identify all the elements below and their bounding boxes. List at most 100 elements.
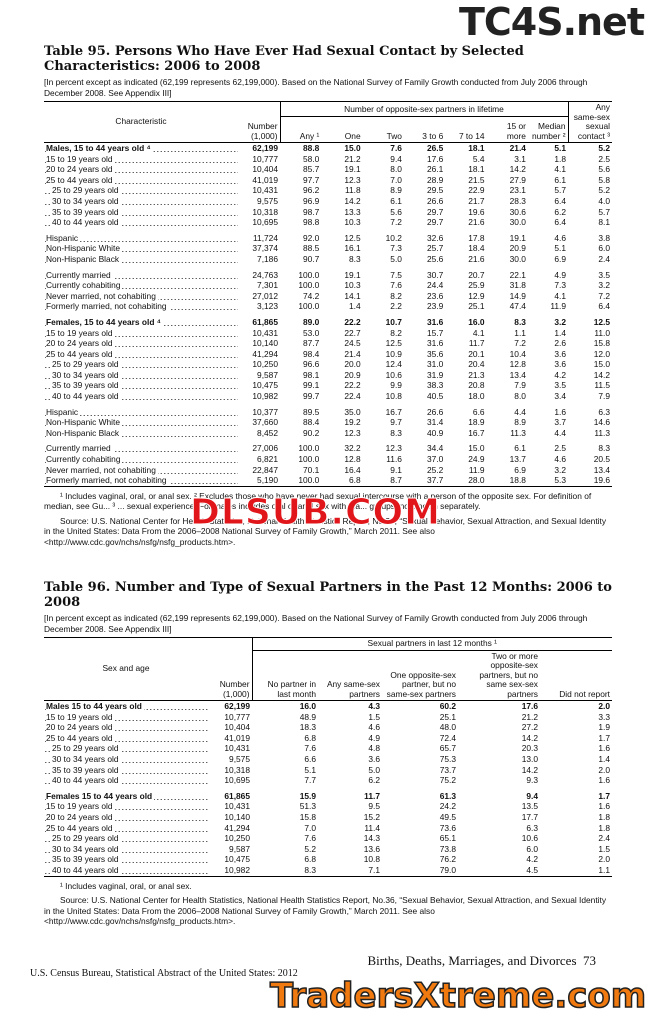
table-cell: 12.0 xyxy=(593,348,610,359)
header-cell: Any same-sex partners xyxy=(326,679,380,699)
row-label-text: 35 to 39 years old xyxy=(52,206,121,217)
row-label: 30 to 34 years old xyxy=(44,753,208,765)
table-cell: 16.0 xyxy=(468,316,485,327)
table-cell: 98.4 xyxy=(303,348,320,359)
table-cell: 2.2 xyxy=(390,301,402,312)
table-cell: 9.7 xyxy=(390,417,402,428)
table-cell: 5.1 xyxy=(554,243,566,254)
table-cell: 10,140 xyxy=(224,811,250,822)
header-cell: 15 or more xyxy=(506,121,526,141)
table-cell: 61,865 xyxy=(224,790,250,801)
table-cell: 9,575 xyxy=(229,753,250,764)
table-cell: 89.5 xyxy=(303,406,320,417)
row-label: 35 to 39 years old xyxy=(44,380,238,392)
row-label: 20 to 24 years old xyxy=(44,164,238,175)
table-cell: 6.2 xyxy=(368,775,380,786)
table-cell: 1.4 xyxy=(554,327,566,338)
table-cell: 10,250 xyxy=(252,359,278,370)
row-label-text: Formerly married, not cohabiting xyxy=(46,475,169,486)
table: Sex and age Number (1,000) Sexual partne… xyxy=(44,637,612,877)
table-cell: 16.7 xyxy=(385,406,402,417)
table-row: Formerly married, not cohabiting 5,190 100… xyxy=(44,475,612,487)
table-row: Hispanic 11,724 92.0 12.5 10.2 32.6 17.8 19.1 4.… xyxy=(44,227,612,244)
row-label-text: 35 to 39 years old xyxy=(52,380,121,391)
row-label-text: 35 to 39 years old xyxy=(52,854,121,865)
row-label: 15 to 19 years old xyxy=(44,711,208,723)
table-row: Males, 15 to 44 years old ⁴ 62,199 88.8 15.… xyxy=(44,142,612,154)
table-cell: 14.2 xyxy=(521,764,538,775)
table-cell: 18.4 xyxy=(468,243,485,254)
table-cell: 11,724 xyxy=(253,232,278,243)
row-label: 15 to 19 years old xyxy=(44,327,238,339)
table-cell: 16.4 xyxy=(344,464,361,475)
table-cell: 19.2 xyxy=(344,417,361,428)
table-cell: 20.9 xyxy=(509,243,526,254)
table-cell: 20.1 xyxy=(468,348,485,359)
table-cell: 31.6 xyxy=(426,316,444,327)
table-cell: 4.3 xyxy=(368,701,380,711)
table-cell: 11.7 xyxy=(364,790,380,801)
table-row: Currently married 27,006 100.0 32.2 12.3 34.4… xyxy=(44,438,612,455)
table-cell: 7.6 xyxy=(304,833,316,844)
table-cell: 79.0 xyxy=(439,864,456,875)
table-cell: 1.8 xyxy=(554,153,566,164)
table-cell: 10,695 xyxy=(252,217,278,228)
table-cell: 12.3 xyxy=(344,427,361,438)
table-cell: 8.0 xyxy=(514,391,526,402)
table-cell: 65.1 xyxy=(439,833,456,844)
table-cell: 5.0 xyxy=(368,764,380,775)
row-label: 20 to 24 years old xyxy=(44,722,208,733)
table-cell: 27,012 xyxy=(252,290,278,301)
table-cell: 22,847 xyxy=(252,464,278,475)
table-cell: 75.2 xyxy=(439,775,456,786)
table-cell: 21.3 xyxy=(468,369,485,380)
table-cell: 5.1 xyxy=(304,764,316,775)
table-cell: 21.5 xyxy=(468,174,485,185)
row-label: 30 to 34 years old xyxy=(44,369,238,381)
table-cell: 6.6 xyxy=(304,753,316,764)
header-cell: 3 to 6 xyxy=(422,130,444,141)
table-cell: 1.8 xyxy=(598,811,610,822)
table-row: Currently married 24,763 100.0 19.1 7.5 30.7 2… xyxy=(44,264,612,281)
table-cell: 22.4 xyxy=(344,391,361,402)
table-cell: 15.9 xyxy=(299,790,316,801)
table-cell: 6.0 xyxy=(526,843,538,854)
table-cell: 37,374 xyxy=(252,243,278,254)
source: Source: U.S. National Center for Health … xyxy=(44,515,607,547)
table-cell: 30.0 xyxy=(509,217,526,228)
source: Source: U.S. National Center for Health … xyxy=(44,895,607,926)
table-cell: 70.1 xyxy=(303,464,320,475)
table-cell: 75.3 xyxy=(439,753,456,764)
table-cell: 100.0 xyxy=(298,454,320,465)
table-cell: 29.7 xyxy=(426,206,444,217)
table-cell: 10.8 xyxy=(363,854,380,865)
table-cell: 76.2 xyxy=(439,854,456,865)
row-label-text: 25 to 44 years old xyxy=(46,174,115,185)
table-cell: 7.0 xyxy=(390,174,402,185)
row-label-text: Never married, not cohabiting xyxy=(46,290,158,301)
table-cell: 10,695 xyxy=(224,775,250,786)
table-cell: 15.7 xyxy=(426,327,444,338)
table-cell: 21.7 xyxy=(468,195,485,206)
table-cell: 7.9 xyxy=(598,391,610,402)
table-cell: 99.1 xyxy=(303,380,320,391)
table-cell: 13.0 xyxy=(521,753,538,764)
table-cell: 12.5 xyxy=(593,316,610,327)
row-label-text: 20 to 24 years old xyxy=(46,811,115,822)
table-cell: 37,660 xyxy=(252,417,278,428)
row-label: 40 to 44 years old xyxy=(44,775,208,786)
row-label-text: 35 to 39 years old xyxy=(52,764,121,775)
row-label-text: 25 to 29 years old xyxy=(52,743,121,754)
table-cell: 11.8 xyxy=(344,185,361,196)
table-cell: 21.6 xyxy=(468,253,485,264)
table-cell: 13.5 xyxy=(521,801,538,812)
table-95-block: Table 95. Persons Who Have Ever Had Sexu… xyxy=(44,44,612,547)
table-cell: 6.9 xyxy=(514,464,526,475)
table-cell: 9,587 xyxy=(229,843,250,854)
row-label-text: 30 to 34 years old xyxy=(52,753,121,764)
table-cell: 16.1 xyxy=(344,243,361,254)
table-cell: 31.4 xyxy=(426,417,444,428)
table-cell: 5.4 xyxy=(472,153,485,164)
table-cell: 4.1 xyxy=(554,290,566,301)
